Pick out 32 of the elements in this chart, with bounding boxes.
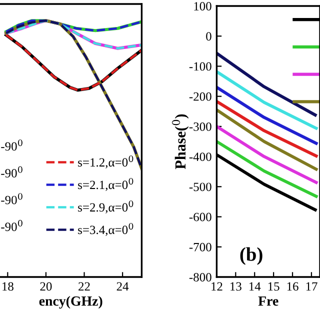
annotation: -90$^{0}$ [1,166,22,178]
annotation: -90$^{0}$ [1,193,22,204]
x-tick-label: 20 [40,282,52,291]
legend-label: s=2.9,α=0$^{0}$ [78,200,134,214]
y-tick-label: -800 [189,273,212,282]
legend-label: s=3.4,α=0$^{0}$ [78,222,134,236]
y-tick-label: -400 [189,152,212,162]
x-tick-label: 12 [212,282,222,291]
x-tick-label: 18 [2,282,14,291]
y-tick-label: -700 [189,242,212,252]
legend-label: s=2.1,α=0$^{0}$ [78,178,134,191]
x-axis-title: Fre [258,296,278,306]
y-tick-label: -300 [189,122,212,131]
x-tick-label: 15 [268,282,280,291]
legend-label: s=1.2,α=0$^{0}$ [78,155,134,168]
x-tick-label: 22 [78,282,90,291]
annotation: -90$^{0}$ [1,139,22,151]
x-tick-label: 17 [306,282,318,291]
annotation: -90$^{0}$ [1,220,22,232]
y-tick-label: -500 [189,182,212,192]
y-tick-label: 0 [206,32,212,41]
y-axis-title: Phase($^{0}$) [172,114,189,170]
x-axis-title: ency(GHz) [39,296,102,309]
y-tick-label: -200 [189,92,212,101]
y-tick-label: 100 [194,2,212,10]
x-tick-label: 13 [230,282,242,291]
annotation: (b) [240,247,262,265]
y-tick-label: -600 [189,212,212,222]
y-tick-label: -100 [189,62,212,71]
x-tick-label: 16 [287,282,298,291]
x-tick-label: 24 [116,282,129,291]
x-tick-label: 14 [249,282,261,291]
